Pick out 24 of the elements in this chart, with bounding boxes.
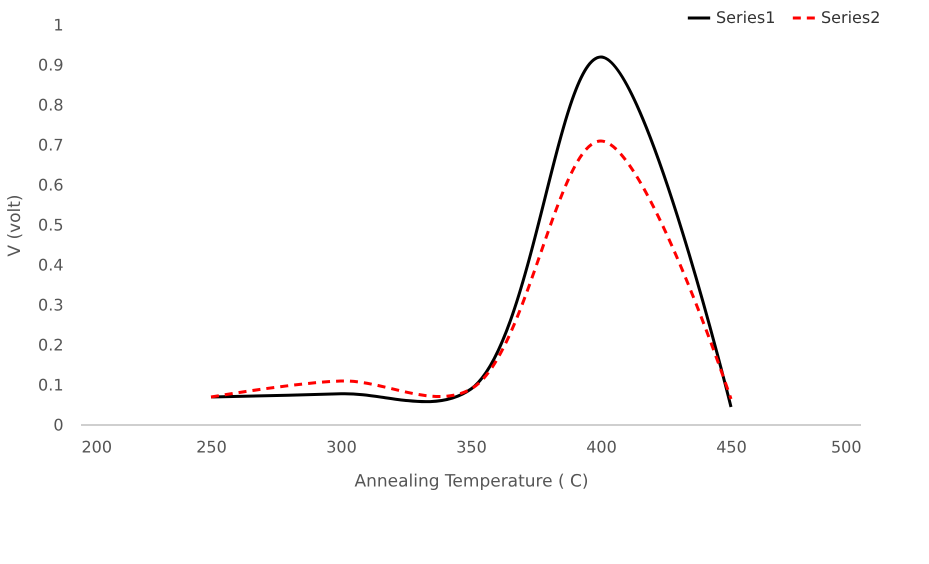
x-tick-label: 500 <box>830 438 862 456</box>
x-axis-title: Annealing Temperature ( C) <box>354 472 589 492</box>
y-tick-label: 0.2 <box>38 336 64 354</box>
y-tick-label: 1 <box>53 16 64 34</box>
x-tick-label: 400 <box>586 438 617 456</box>
x-tick-label: 300 <box>326 438 357 456</box>
y-tick-label: 0.5 <box>38 216 64 234</box>
line-series <box>210 140 732 400</box>
legend-label: Series2 <box>821 8 880 27</box>
x-tick-label: 200 <box>82 438 112 456</box>
line-series <box>210 56 732 408</box>
legend-label: Series1 <box>716 8 776 27</box>
y-tick-label: 0.6 <box>38 176 64 194</box>
x-tick-label: 250 <box>196 438 227 456</box>
y-tick-label: 0.1 <box>38 376 64 394</box>
y-tick-label: 0.7 <box>38 136 64 154</box>
x-tick-label: 350 <box>456 438 487 456</box>
x-tick-label: 450 <box>716 438 747 456</box>
y-axis-title: V (volt) <box>5 194 26 257</box>
y-tick-label: 0.9 <box>38 56 64 74</box>
y-tick-label: 0.8 <box>38 96 64 114</box>
y-tick-label: 0.3 <box>38 296 64 314</box>
y-tick-label: 0 <box>53 416 64 434</box>
y-tick-label: 0.4 <box>38 256 64 274</box>
